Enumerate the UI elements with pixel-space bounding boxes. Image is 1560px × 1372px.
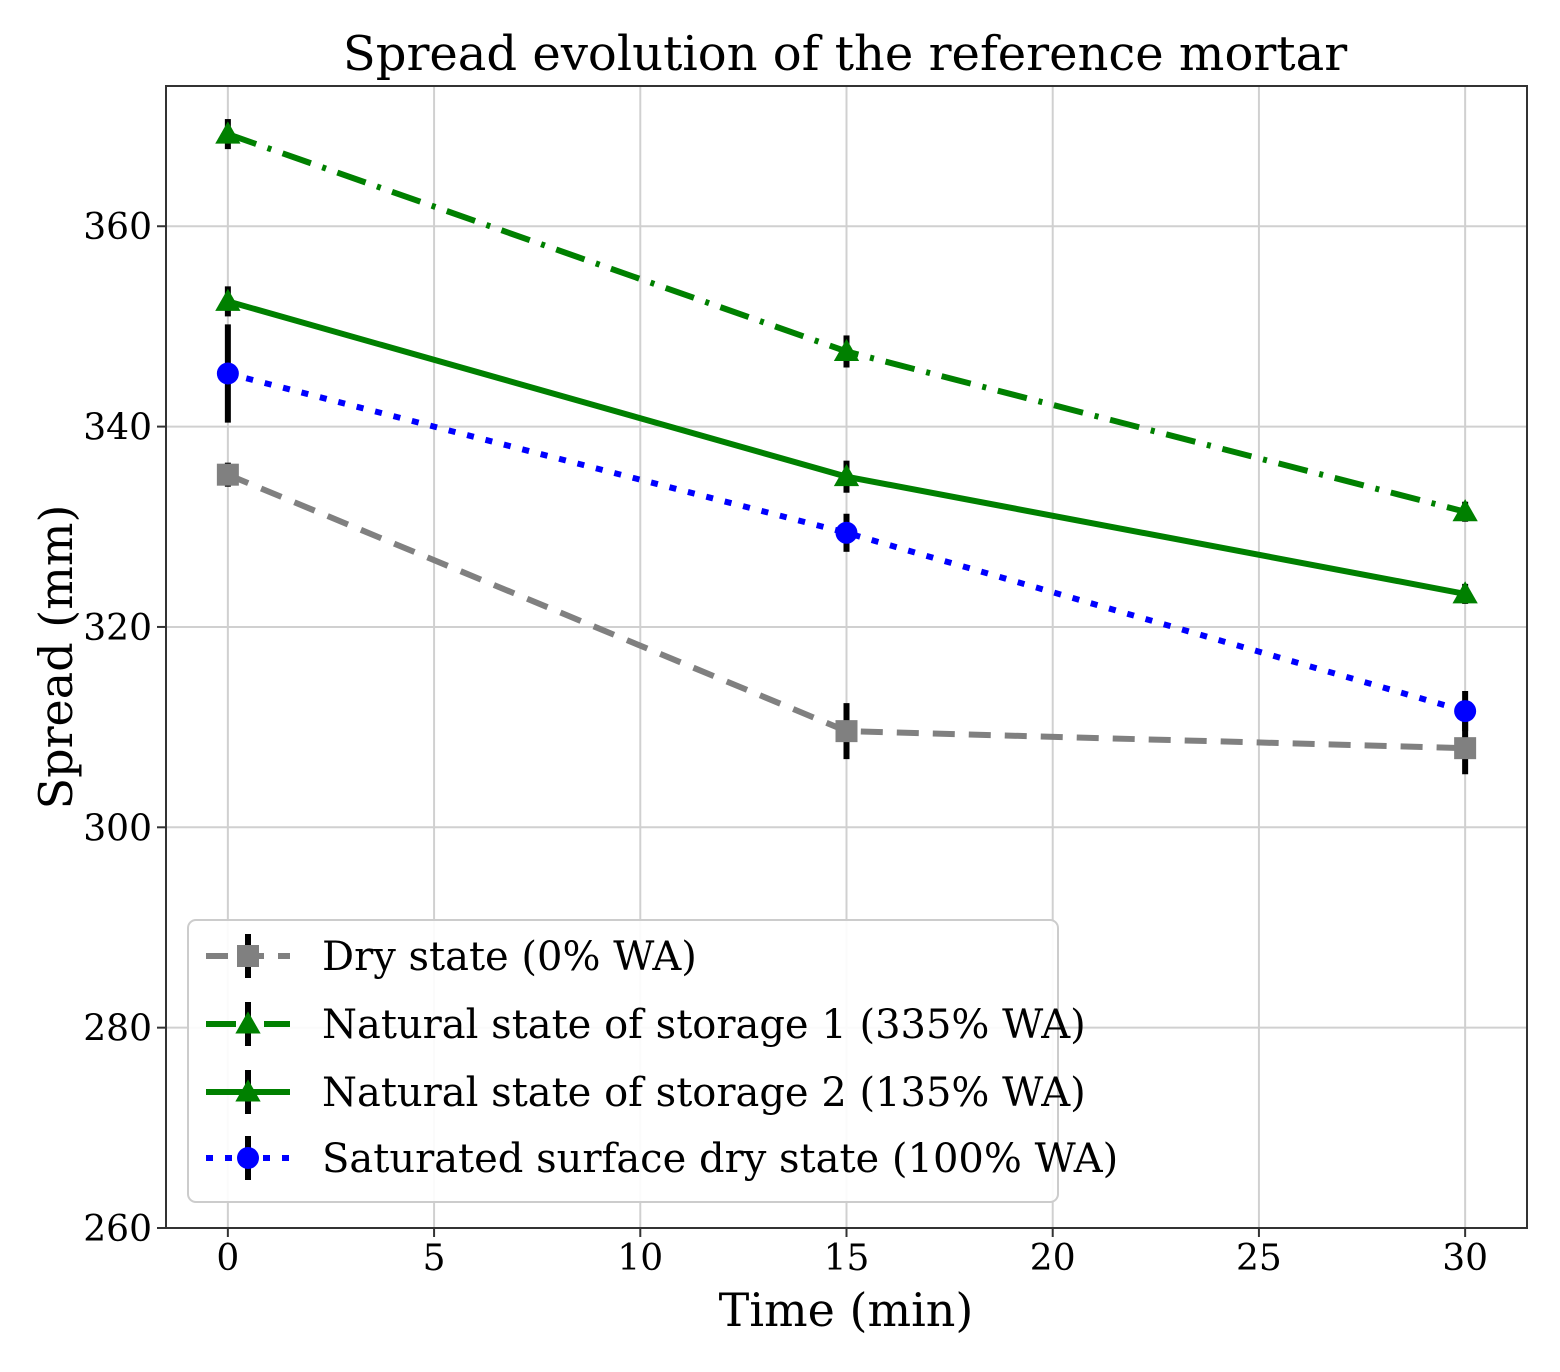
x-tick-label: 10 [617, 1238, 663, 1279]
x-tick-label: 25 [1236, 1238, 1282, 1279]
legend-marker-1 [237, 945, 259, 967]
chart-title: Spread evolution of the reference mortar [343, 26, 1347, 82]
x-tick-label: 30 [1442, 1238, 1488, 1279]
series-1-point [835, 720, 858, 743]
legend-box [187, 919, 1059, 1203]
x-tick-label: 0 [216, 1238, 239, 1279]
y-tick-label: 340 [83, 408, 152, 449]
legend-label-4: Saturated surface dry state (100% WA) [322, 1136, 1118, 1182]
legend: Dry state (0% WA) Natural state of storag… [187, 919, 1118, 1203]
x-tick-label: 5 [423, 1238, 446, 1279]
y-tick-label: 320 [83, 608, 152, 649]
series-1-point [1454, 737, 1477, 760]
series-4-line [227, 370, 1466, 714]
series-3-point [215, 288, 241, 311]
x-axis-label: Time (min) [719, 1283, 974, 1337]
series-3-point [1452, 581, 1478, 604]
series-4 [216, 324, 1477, 732]
series-3-point [833, 464, 860, 487]
series-1 [216, 462, 1477, 775]
axis-ticks: 0 5 10 15 20 25 30 260 280 300 320 340 360 [83, 207, 1488, 1279]
y-tick-label: 280 [83, 1009, 152, 1050]
grid [166, 86, 1527, 1229]
series-2-point [215, 121, 241, 144]
y-tick-label: 360 [83, 207, 152, 248]
series-4-point [216, 362, 239, 385]
series-2-point [1452, 499, 1478, 522]
plot-series [215, 119, 1478, 775]
x-tick-label: 20 [1030, 1238, 1076, 1279]
series-2 [215, 119, 1478, 522]
legend-label-2: Natural state of storage 1 (335% WA) [322, 1002, 1086, 1048]
legend-label-1: Dry state (0% WA) [322, 934, 697, 980]
legend-marker-2 [235, 1011, 261, 1034]
legend-marker-3 [235, 1079, 261, 1102]
legend-label-3: Natural state of storage 2 (135% WA) [322, 1070, 1086, 1116]
y-tick-label: 260 [83, 1209, 152, 1250]
series-2-point [833, 338, 860, 361]
series-3 [215, 286, 1478, 604]
series-4-point [1454, 700, 1477, 723]
series-4-point [835, 521, 858, 544]
x-tick-label: 15 [824, 1238, 870, 1279]
y-axis-label: Spread (mm) [29, 505, 83, 810]
y-tick-label: 300 [83, 808, 152, 849]
series-1-point [216, 463, 239, 486]
legend-marker-4 [237, 1147, 259, 1169]
